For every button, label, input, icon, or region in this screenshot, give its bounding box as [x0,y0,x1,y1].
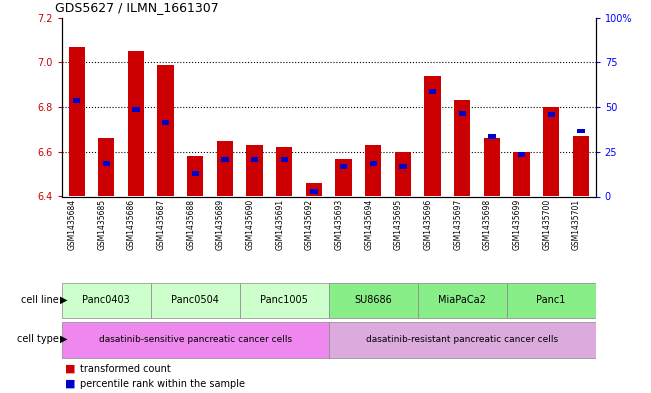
Bar [221,157,229,162]
Bar [162,119,169,125]
Text: GSM1435697: GSM1435697 [453,199,462,250]
Bar [573,136,589,196]
Text: ▶: ▶ [60,295,68,305]
Bar [365,145,381,196]
Bar [217,141,233,196]
Bar [454,100,471,196]
Bar [306,183,322,196]
Bar [329,283,418,318]
Text: dasatinib-resistant pancreatic cancer cells: dasatinib-resistant pancreatic cancer ce… [366,335,559,343]
Text: Panc1005: Panc1005 [260,295,308,305]
Bar [151,283,240,318]
Bar [276,147,292,196]
Bar [518,152,525,157]
Text: cell type: cell type [17,334,59,344]
Bar [488,134,495,139]
Bar [73,98,80,103]
Text: GSM1435686: GSM1435686 [127,199,136,250]
Text: GSM1435687: GSM1435687 [157,199,165,250]
Bar [399,164,407,169]
Bar [395,152,411,196]
Bar [429,89,436,94]
Text: percentile rank within the sample: percentile rank within the sample [80,378,245,389]
Text: GSM1435688: GSM1435688 [186,199,195,250]
Bar [506,283,596,318]
Text: SU8686: SU8686 [354,295,392,305]
Text: Panc0403: Panc0403 [83,295,130,305]
Bar [281,157,288,162]
Bar [128,51,144,196]
Bar [247,145,263,196]
Bar [335,158,352,196]
Text: dasatinib-sensitive pancreatic cancer cells: dasatinib-sensitive pancreatic cancer ce… [99,335,292,343]
Text: GSM1435699: GSM1435699 [512,199,521,250]
Text: GSM1435695: GSM1435695 [394,199,403,250]
Text: Panc0504: Panc0504 [171,295,219,305]
Text: transformed count: transformed count [80,364,171,374]
Text: cell line: cell line [21,295,59,305]
Text: GSM1435690: GSM1435690 [245,199,255,250]
Text: GSM1435694: GSM1435694 [365,199,373,250]
Bar [547,112,555,118]
Bar [62,322,329,358]
Text: Panc1: Panc1 [536,295,566,305]
Text: ▶: ▶ [60,334,68,344]
Text: GSM1435692: GSM1435692 [305,199,314,250]
Text: ■: ■ [65,364,76,374]
Bar [577,129,585,134]
Bar [418,283,506,318]
Text: GSM1435685: GSM1435685 [98,199,106,250]
Bar [251,157,258,162]
Text: GSM1435684: GSM1435684 [68,199,77,250]
Bar [158,64,174,196]
Text: GSM1435696: GSM1435696 [424,199,432,250]
Text: GSM1435700: GSM1435700 [542,199,551,250]
Bar [132,107,140,112]
Bar [98,138,115,196]
Bar [68,47,85,196]
Bar [484,138,500,196]
Bar [62,283,151,318]
Bar [240,283,329,318]
Bar [187,156,204,196]
Bar [514,152,530,196]
Bar [424,76,441,196]
Text: GSM1435689: GSM1435689 [216,199,225,250]
Text: GDS5627 / ILMN_1661307: GDS5627 / ILMN_1661307 [55,1,219,14]
Bar [340,164,347,169]
Text: GSM1435701: GSM1435701 [572,199,581,250]
Text: GSM1435691: GSM1435691 [275,199,284,250]
Text: GSM1435693: GSM1435693 [335,199,344,250]
Text: MiaPaCa2: MiaPaCa2 [438,295,486,305]
Bar [191,171,199,176]
Bar [329,322,596,358]
Bar [311,189,318,194]
Bar [370,161,377,166]
Text: GSM1435698: GSM1435698 [483,199,492,250]
Text: ■: ■ [65,378,76,389]
Bar [543,107,559,196]
Bar [103,161,110,166]
Bar [458,111,466,116]
